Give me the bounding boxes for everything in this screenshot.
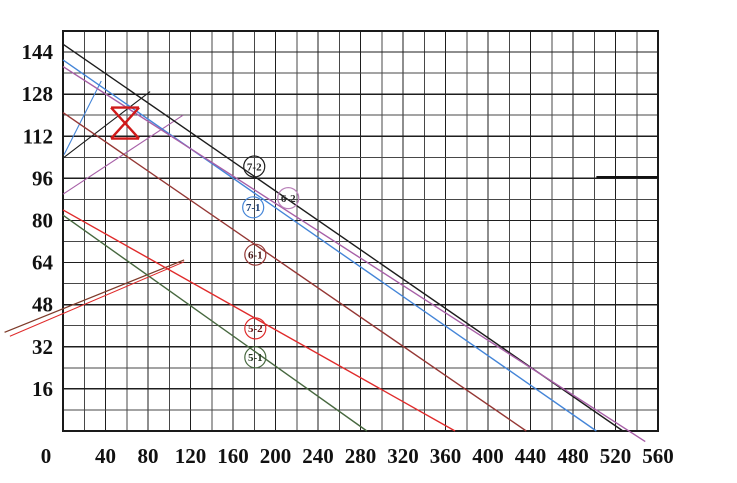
x-tick-label-320: 320 [387, 444, 419, 468]
series-line-5-2 [62, 209, 456, 432]
x-tick-label-160: 160 [217, 444, 249, 468]
x-tick-label-80: 80 [138, 444, 159, 468]
grid [62, 30, 659, 432]
axis-tick-labels: 0 40 80 120 160 200 240 280 320 360 400 440 480 520 56… [22, 40, 674, 468]
y-tick-label-16: 16 [32, 377, 53, 401]
red-hourglass-marker [110, 106, 140, 140]
plot-border [62, 30, 659, 432]
series-label-6-1: 6-1 [244, 243, 267, 266]
series-line-7-1 [62, 59, 597, 432]
x-tick-label-480: 480 [557, 444, 589, 468]
x-tick-label-560: 560 [642, 444, 674, 468]
series-label-text-7-2: 7-2 [247, 161, 262, 173]
x-tick-label-40: 40 [95, 444, 116, 468]
series-label-text-6-2: 6-2 [281, 193, 296, 205]
series-label-circle-6-2 [277, 187, 300, 210]
x-tick-label-240: 240 [302, 444, 334, 468]
y-tick-label-128: 128 [22, 82, 54, 106]
series-label-5-2: 5-2 [244, 317, 267, 340]
x-tick-label-0: 0 [41, 444, 52, 468]
series-labels: 7-2 7-1 6-2 6-1 5-2 5-1 [242, 155, 300, 369]
y-tick-label-32: 32 [32, 335, 53, 359]
series-label-circle-6-1 [244, 243, 267, 266]
y-tick-label-64: 64 [32, 251, 54, 275]
x-tick-label-200: 200 [260, 444, 292, 468]
series-label-circle-7-1 [242, 196, 265, 219]
x-tick-label-120: 120 [175, 444, 207, 468]
x-tick-label-280: 280 [345, 444, 377, 468]
series-label-text-7-1: 7-1 [246, 202, 261, 214]
series-line-6-1 [62, 112, 527, 432]
red-rising-line [9, 261, 185, 337]
blue-rising-line [63, 80, 102, 155]
series-label-circle-5-2 [244, 317, 267, 340]
series-label-circle-7-2 [243, 155, 266, 178]
y-tick-label-48: 48 [32, 293, 53, 317]
series-label-text-5-1: 5-1 [248, 352, 263, 364]
series-label-7-2: 7-2 [243, 155, 266, 178]
x-tick-label-400: 400 [472, 444, 504, 468]
series-lines [62, 43, 646, 443]
series-label-6-2: 6-2 [277, 187, 300, 210]
brown-rising-line [4, 259, 185, 333]
y-tick-label-144: 144 [22, 40, 54, 64]
x-tick-label-520: 520 [600, 444, 632, 468]
series-line-5-1 [62, 214, 368, 432]
x-tick-label-360: 360 [430, 444, 462, 468]
x-tick-label-440: 440 [515, 444, 547, 468]
series-label-5-1: 5-1 [244, 346, 267, 369]
series-label-7-1: 7-1 [242, 196, 265, 219]
y-tick-label-112: 112 [23, 124, 53, 148]
black-rising-line [63, 91, 151, 158]
y-tick-label-96: 96 [32, 166, 53, 190]
auxiliary-lines [4, 80, 658, 337]
y-tick-label-80: 80 [32, 208, 53, 232]
series-line-6-2 [62, 65, 646, 443]
series-label-circle-5-1 [244, 346, 267, 369]
series-label-text-6-1: 6-1 [248, 249, 263, 261]
series-label-text-5-2: 5-2 [248, 323, 263, 335]
